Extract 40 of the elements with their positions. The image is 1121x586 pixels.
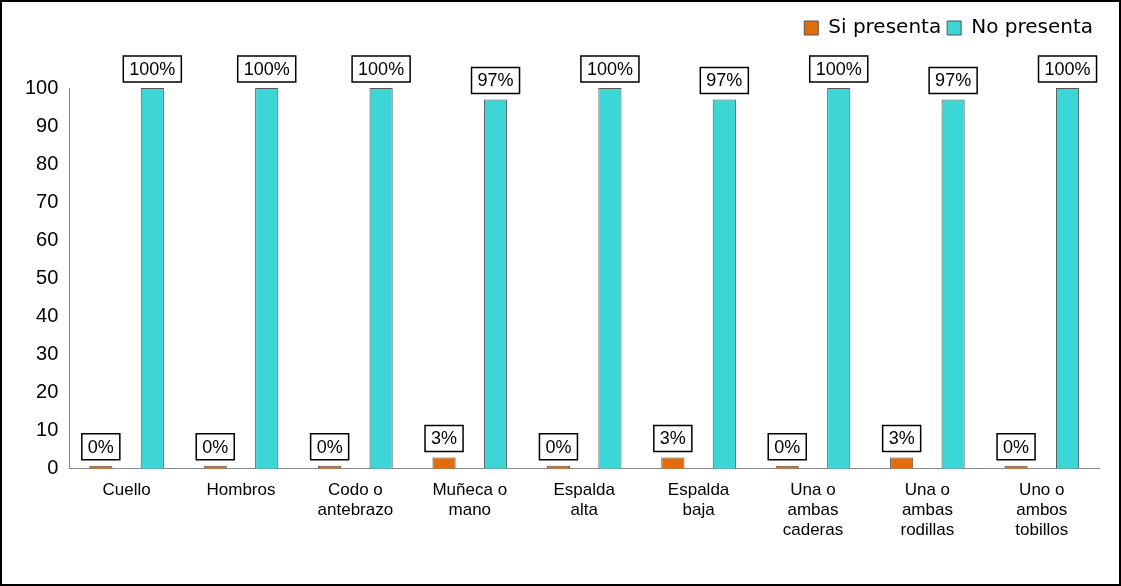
data-label: 0% [1003,436,1030,457]
x-tick-label: Espalda alta [553,479,616,520]
x-tick-label: Una o ambas caderas [782,479,844,540]
data-label: 0% [774,436,801,457]
y-tick-label: 30 [36,342,59,365]
x-tick-label: Espalda baja [667,479,730,520]
data-label: 97% [935,70,972,91]
x-tick-label: Muñeca o mano [432,479,508,520]
data-label: 97% [706,70,743,91]
data-label: 97% [477,70,514,91]
x-tick-label: Codo o antebrazo [317,479,394,520]
data-label: 0% [202,436,229,457]
y-tick-label: 70 [36,189,59,212]
data-label: 3% [888,428,915,449]
y-tick-label: 0 [47,456,59,479]
x-tick-label: Uno o ambos tobillos [1015,479,1069,540]
data-label: 100% [1044,58,1091,79]
data-label: 100% [815,58,862,79]
y-tick-label: 90 [36,113,59,136]
y-tick-label: 100 [24,75,59,98]
y-tick-label: 40 [36,304,59,326]
legend-label: Si presenta [828,14,942,39]
data-label: 0% [87,436,114,457]
x-tick-label: Cuello [102,479,151,499]
y-tick-label: 10 [36,418,59,441]
x-tick-label: Una o ambas rodillas [900,479,955,540]
data-label: 100% [358,58,405,79]
data-label: 0% [545,436,572,457]
data-label: 100% [586,58,633,79]
data-label: 100% [129,58,176,79]
legend-label: No presenta [971,14,1094,39]
y-tick-label: 20 [36,380,59,403]
y-tick-label: 60 [36,227,59,250]
x-tick-label: Hombros [206,479,276,499]
data-label: 3% [659,428,686,449]
data-label: 0% [316,436,343,457]
data-label: 3% [431,428,458,449]
y-tick-label: 50 [36,265,59,288]
y-tick-label: 80 [36,151,59,174]
data-label: 100% [243,58,290,79]
